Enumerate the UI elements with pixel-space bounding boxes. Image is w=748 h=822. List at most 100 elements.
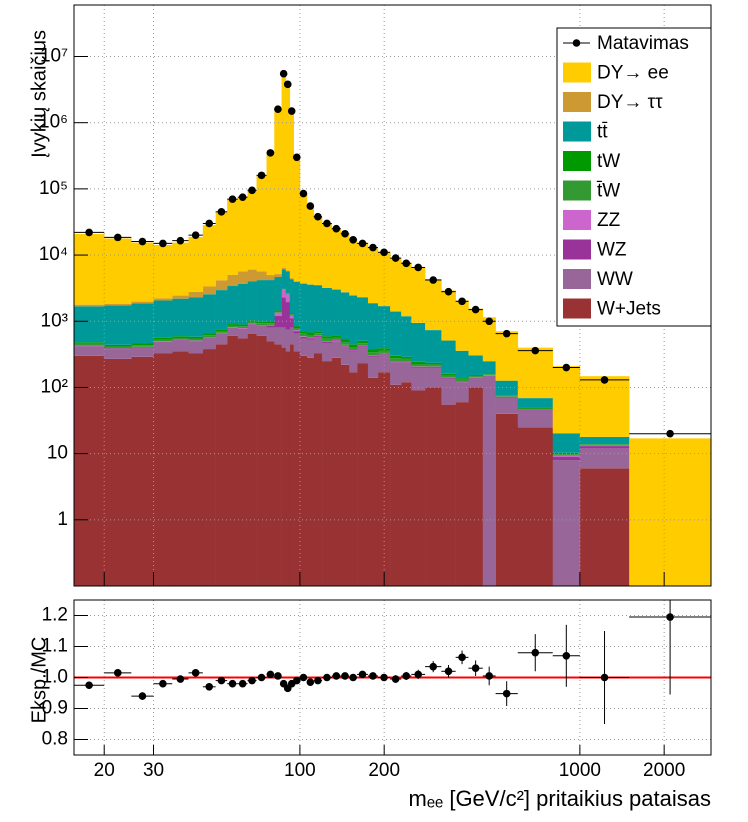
stack-segment — [285, 294, 291, 303]
stack-segment — [237, 338, 248, 586]
stack-segment — [285, 84, 291, 271]
stack-segment — [74, 346, 105, 356]
x-tick-label: 30 — [143, 760, 164, 781]
stack-segment — [401, 356, 412, 359]
stack-segment — [188, 297, 204, 337]
data-point — [369, 243, 377, 252]
stack-segment — [131, 301, 154, 304]
stack-segment — [274, 277, 282, 311]
stack-segment — [331, 337, 342, 340]
ratio-point — [248, 676, 256, 685]
stack-segment — [552, 455, 581, 457]
stack-segment — [293, 330, 301, 332]
legend-label: t̄W — [596, 181, 620, 202]
stack-segment — [215, 333, 228, 345]
stack-segment — [202, 349, 216, 586]
stack-segment — [215, 290, 228, 330]
stack-segment — [306, 206, 314, 285]
stack-segment — [289, 278, 294, 280]
stack-segment — [293, 281, 301, 327]
stack-segment — [579, 436, 630, 445]
stack-segment — [517, 427, 554, 586]
legend-label: tt̄ — [597, 122, 608, 143]
stack-segment — [172, 337, 189, 340]
ratio-point — [299, 673, 308, 682]
legend-label: DY→ ee — [597, 63, 669, 84]
ratio-point — [369, 672, 377, 680]
stack-segment — [281, 297, 287, 328]
stack-segment — [237, 326, 248, 328]
stack-segment — [455, 378, 469, 380]
stack-segment — [281, 347, 287, 586]
stack-segment — [215, 212, 228, 281]
stack-segment — [202, 335, 216, 338]
data-point — [341, 229, 349, 238]
stack-segment — [306, 337, 314, 339]
stack-segment — [266, 327, 275, 342]
legend: Matavimas DY→ ee DY→ ττ tt̄ tW t̄W ZZ WZ WW W+Jet… — [556, 27, 712, 327]
ratio-point — [176, 675, 185, 683]
stack-segment — [455, 382, 469, 403]
stack-segment — [285, 329, 291, 352]
stack-segment — [285, 270, 291, 272]
stack-segment — [299, 355, 308, 586]
stack-segment — [482, 375, 496, 586]
stack-segment — [289, 279, 294, 314]
data-point — [113, 233, 122, 242]
stack-segment — [425, 387, 442, 586]
stack-segment — [131, 356, 154, 586]
ratio-point — [205, 683, 214, 691]
stack-segment — [299, 283, 308, 332]
data-point — [380, 248, 388, 257]
legend-swatch — [563, 269, 591, 289]
stack-segment — [215, 333, 228, 334]
stack-segment — [377, 251, 391, 307]
stack-segment — [74, 355, 105, 586]
stack-segment — [237, 271, 248, 284]
stack-segment — [256, 321, 267, 324]
stack-segment — [495, 395, 519, 396]
legend-swatch — [563, 151, 591, 171]
data-point — [292, 153, 301, 162]
stack-segment — [299, 333, 308, 337]
stack-segment — [349, 295, 358, 345]
y-tick-label: 1.1 — [42, 636, 68, 657]
stack-segment — [153, 339, 173, 342]
stack-segment — [274, 316, 282, 328]
stack-segment — [367, 352, 379, 356]
data-point — [217, 208, 226, 216]
legend-swatch — [563, 92, 591, 112]
stack-segment — [237, 328, 248, 339]
stack-segment — [552, 456, 581, 461]
legend-label: tW — [597, 151, 620, 172]
stack-segment — [104, 344, 132, 347]
stack-segment — [411, 364, 426, 367]
stack-segment — [340, 234, 350, 293]
stack-segment — [441, 378, 456, 405]
data-point — [485, 317, 493, 326]
data-point — [159, 239, 167, 248]
stack-segment — [74, 306, 105, 343]
ratio-point — [531, 648, 540, 657]
stack-segment — [357, 343, 369, 346]
stack-segment — [153, 244, 173, 299]
stack-segment — [289, 314, 294, 316]
stack-segment — [281, 289, 287, 298]
stack-segment — [517, 398, 554, 408]
stack-segment — [285, 271, 291, 294]
stack-segment — [313, 333, 323, 336]
stack-segment — [274, 312, 282, 317]
stack-segment — [289, 344, 294, 586]
stack-segment — [172, 298, 189, 337]
stack-segment — [247, 281, 257, 321]
stack-segment — [441, 290, 456, 341]
stack-segment — [377, 372, 391, 586]
stack-segment — [188, 291, 204, 298]
stack-segment — [349, 350, 358, 352]
y-tick-label: 10 — [47, 443, 68, 464]
legend-label: ZZ — [597, 210, 621, 231]
stack-segment — [74, 304, 105, 307]
stack-segment — [411, 366, 426, 368]
stack-segment — [131, 347, 154, 357]
stack-segment — [313, 285, 323, 332]
